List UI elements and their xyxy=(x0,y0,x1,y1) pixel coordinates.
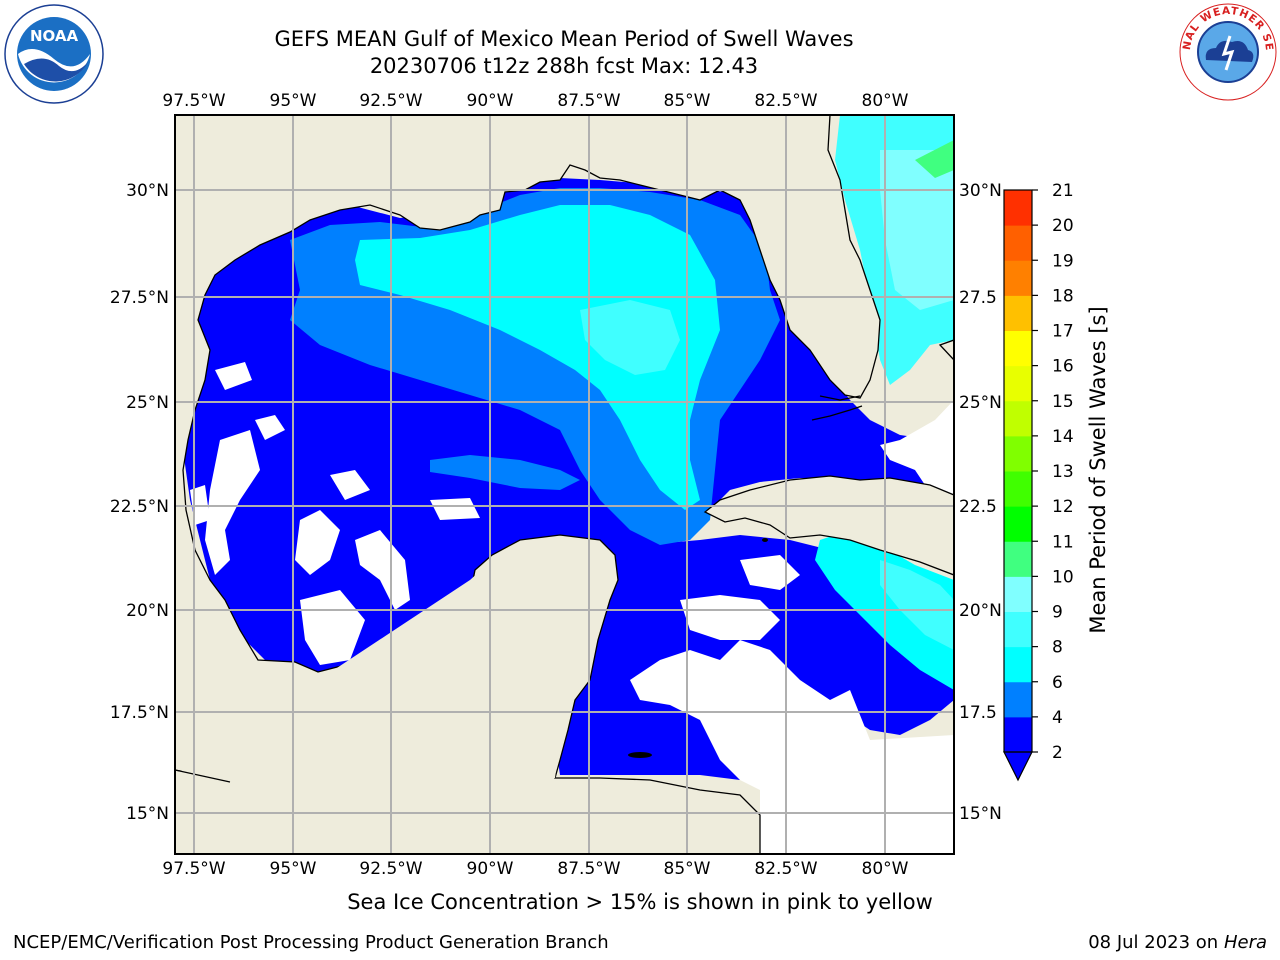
lon-tick-bottom: 82.5°W xyxy=(754,859,817,879)
colorbar-band xyxy=(1004,225,1032,261)
colorbar-band xyxy=(1004,435,1032,472)
colorbar-tick-label: 10 xyxy=(1052,567,1074,587)
lat-tick-right: 17.5 xyxy=(959,703,997,723)
lat-tick-left: 25°N xyxy=(126,393,169,413)
chart-subtitle: 20230706 t12z 288h fcst Max: 12.43 xyxy=(369,54,759,78)
lat-tick-right: 15°N xyxy=(959,804,1002,824)
colorbar-band xyxy=(1004,400,1032,437)
small-islands xyxy=(628,538,768,758)
colorbar-underflow-triangle xyxy=(1003,751,1033,782)
colorbar-band xyxy=(1004,576,1032,612)
colorbar-tick-label: 17 xyxy=(1052,322,1074,342)
colorbar-tick-label: 13 xyxy=(1052,462,1074,482)
colorbar-tick-label: 6 xyxy=(1052,673,1063,693)
lat-tick-left: 22.5°N xyxy=(110,497,169,517)
colorbar-tick-label: 2 xyxy=(1052,743,1063,763)
colorbar-tick-label: 11 xyxy=(1052,532,1074,552)
lon-tick-bottom: 97.5°W xyxy=(162,859,225,879)
colorbar-band xyxy=(1004,190,1032,226)
colorbar-tick-label: 14 xyxy=(1052,427,1074,447)
noaa-logo-text: NOAA xyxy=(30,27,79,45)
credit-text: NCEP/EMC/Verification Post Processing Pr… xyxy=(13,932,609,953)
land-masses xyxy=(175,115,954,854)
lon-tick-bottom: 85°W xyxy=(664,859,711,879)
lat-tick-left: 15°N xyxy=(126,804,169,824)
colorbar-band xyxy=(1004,646,1032,683)
lat-tick-left: 17.5°N xyxy=(110,703,169,723)
date-stamp: 08 Jul 2023 on Hera xyxy=(1088,932,1267,953)
lon-tick-top: 80°W xyxy=(862,91,909,111)
lon-tick-bottom: 95°W xyxy=(270,859,317,879)
colorbar-tick-label: 9 xyxy=(1052,603,1063,623)
colorbar-band xyxy=(1004,260,1032,296)
lat-tick-right: 27.5 xyxy=(959,288,997,308)
no-data-mask xyxy=(190,362,954,854)
lat-tick-left: 27.5°N xyxy=(110,288,169,308)
colorbar-tick-label: 20 xyxy=(1052,216,1074,236)
lon-tick-top: 97.5°W xyxy=(162,91,225,111)
gridlines xyxy=(175,115,954,854)
colorbar-band xyxy=(1004,365,1032,402)
sea-ice-note: Sea Ice Concentration > 15% is shown in … xyxy=(347,890,933,914)
date-text: 08 Jul 2023 on xyxy=(1088,932,1224,953)
colorbar-tick-label: 12 xyxy=(1052,497,1074,517)
colorbar-band xyxy=(1004,471,1032,507)
colorbar-band xyxy=(1004,295,1032,331)
lon-tick-top: 87.5°W xyxy=(557,91,620,111)
lon-tick-bottom: 90°W xyxy=(467,859,514,879)
colorbar-tick-label: 21 xyxy=(1052,181,1074,201)
colorbar: 2 4 6 8 9 10 11 12 13 14 15 16 17 18 19 20 21 xyxy=(1003,181,1074,782)
colorbar-tick-label: 15 xyxy=(1052,392,1074,412)
nws-logo: NATIONAL WEATHER SERVICE xyxy=(1178,2,1277,101)
colorbar-tick-label: 18 xyxy=(1052,286,1074,306)
lon-tick-bottom: 87.5°W xyxy=(557,859,620,879)
lon-tick-top: 92.5°W xyxy=(359,91,422,111)
colorbar-band xyxy=(1004,541,1032,577)
lat-tick-left: 30°N xyxy=(126,181,169,201)
host-name: Hera xyxy=(1223,932,1267,953)
colorbar-band xyxy=(1004,506,1032,542)
lon-tick-top: 85°W xyxy=(664,91,711,111)
lat-tick-right: 22.5 xyxy=(959,497,997,517)
noaa-logo: NOAA xyxy=(4,4,104,104)
lon-tick-bottom: 80°W xyxy=(862,859,909,879)
colorbar-tick-label: 16 xyxy=(1052,357,1074,377)
lon-tick-bottom: 92.5°W xyxy=(359,859,422,879)
lat-tick-right: 25°N xyxy=(959,393,1002,413)
chart-title: GEFS MEAN Gulf of Mexico Mean Period of … xyxy=(274,27,854,51)
colorbar-label: Mean Period of Swell Waves [s] xyxy=(1086,306,1110,634)
colorbar-band xyxy=(1004,716,1032,753)
colorbar-tick-label: 19 xyxy=(1052,251,1074,271)
lon-tick-top: 82.5°W xyxy=(754,91,817,111)
map-frame xyxy=(174,114,955,855)
lat-tick-left: 20°N xyxy=(126,601,169,621)
lon-tick-top: 90°W xyxy=(467,91,514,111)
colorbar-band xyxy=(1004,330,1032,367)
colorbar-band xyxy=(1004,681,1032,718)
lat-tick-right: 30°N xyxy=(959,181,1002,201)
lon-tick-top: 95°W xyxy=(270,91,317,111)
colorbar-band xyxy=(1004,611,1032,648)
lat-tick-right: 20°N xyxy=(959,601,1002,621)
colorbar-tick-label: 4 xyxy=(1052,708,1063,728)
colorbar-tick-label: 8 xyxy=(1052,638,1063,658)
